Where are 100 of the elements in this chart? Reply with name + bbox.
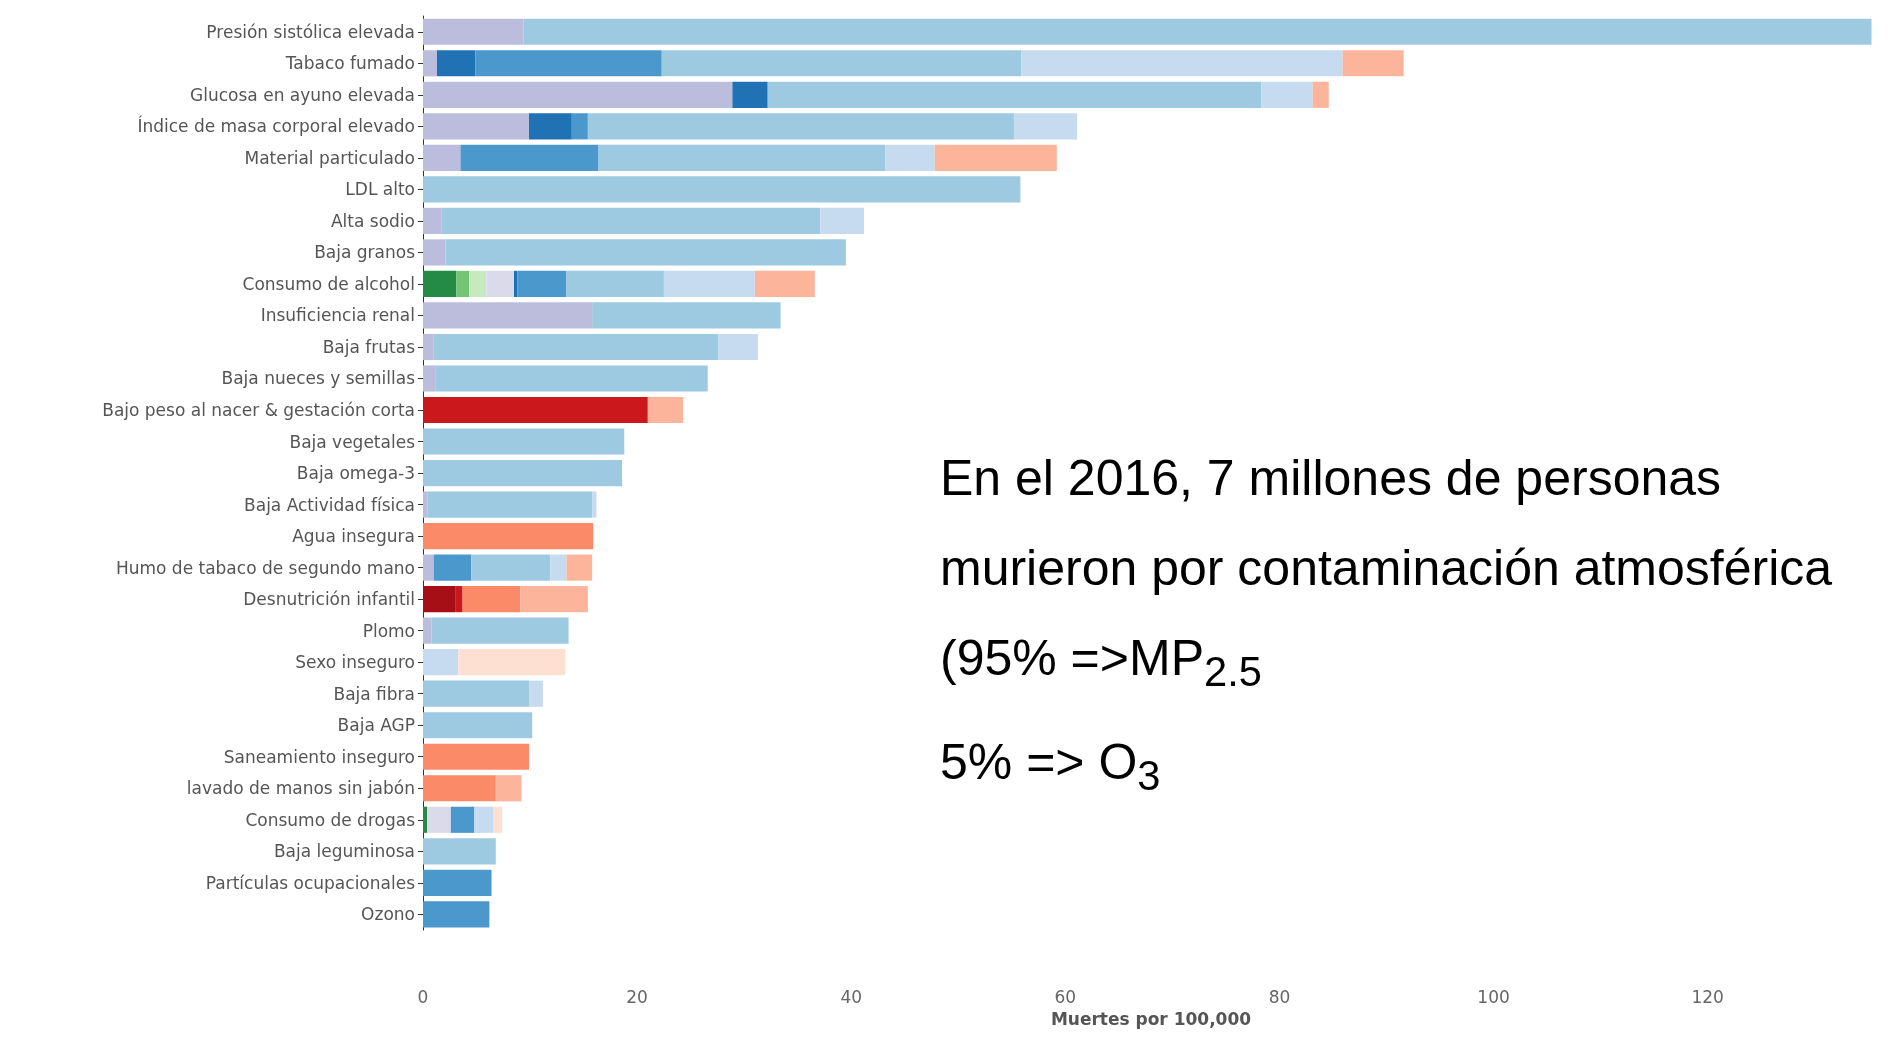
bar (423, 743, 529, 770)
bar (486, 270, 514, 298)
bar (423, 396, 648, 424)
bar (1261, 81, 1313, 108)
bar (431, 617, 569, 644)
annotation: 5% => O$_{3}$ (940, 733, 1162, 801)
bar (1021, 50, 1343, 77)
y-tick-label: Ozono (361, 904, 415, 925)
bar (423, 50, 437, 77)
bar (885, 144, 935, 171)
bar (455, 586, 463, 613)
bar (754, 270, 815, 298)
bar (517, 270, 567, 298)
bar (934, 144, 1057, 171)
x-tick-label: 120 (1691, 986, 1724, 1007)
bar (423, 901, 490, 928)
bar (423, 365, 436, 392)
bar (427, 806, 451, 833)
y-tick-label: lavado de manos sin jabón (186, 778, 415, 799)
y-tick-label: Tabaco fumado (284, 53, 415, 74)
bar (592, 302, 781, 329)
bar (528, 113, 572, 140)
bar (441, 207, 821, 234)
bar (423, 775, 496, 802)
bar (423, 18, 524, 45)
bar (445, 239, 846, 266)
bar (423, 302, 593, 329)
annotation: En el 2016, 7 millones de personas (940, 449, 1723, 508)
bar (423, 838, 496, 865)
y-tick-label: LDL alto (345, 179, 415, 200)
x-axis-title: Muertes por 100,000 (1050, 1008, 1252, 1029)
bar (423, 617, 432, 644)
y-tick-label: Consumo de drogas (245, 809, 416, 830)
annotation: murieron por contaminación atmosférica (940, 539, 1833, 598)
y-tick-label: Sexo inseguro (295, 652, 415, 673)
bar (566, 554, 593, 581)
bar (647, 396, 684, 424)
x-tick-label: 20 (626, 986, 648, 1007)
bar (458, 649, 566, 676)
annotation: (95% =>MP$_{2.5}$ (940, 629, 1263, 697)
y-tick-label: Alta sodio (330, 210, 415, 231)
y-tick-label: Baja frutas (322, 336, 416, 357)
bar (718, 333, 759, 361)
y-tick-label: Baja fibra (333, 683, 415, 704)
y-tick-label: Desnutrición infantil (243, 589, 415, 610)
bar (598, 144, 886, 171)
bar (423, 491, 428, 518)
y-tick-label: Material particulado (244, 147, 415, 168)
bar (495, 775, 522, 802)
bar (456, 270, 470, 298)
y-tick-label: Baja omega-3 (296, 463, 415, 484)
bar (423, 113, 529, 140)
bar (1342, 50, 1404, 77)
y-tick-label: Insuficiencia renal (260, 305, 415, 326)
bar (423, 554, 434, 581)
y-tick-label: Baja granos (314, 242, 416, 263)
y-tick-label: Presión sistólica elevada (206, 21, 415, 42)
bar (423, 270, 457, 298)
bar (571, 113, 588, 140)
y-tick-label: Bajo peso al nacer & gestación corta (102, 400, 415, 421)
x-tick-label: 80 (1268, 986, 1291, 1007)
bar (423, 459, 623, 487)
bar (663, 270, 755, 298)
bar (820, 207, 865, 234)
bar (423, 680, 529, 707)
bar (450, 806, 475, 833)
bar (427, 491, 593, 518)
bar (460, 144, 599, 171)
bar (1312, 81, 1329, 108)
bar (587, 113, 1014, 140)
bar (528, 680, 543, 707)
y-tick-label: Glucosa en ayuno elevada (190, 84, 415, 105)
bar (550, 554, 567, 581)
y-tick-label: Baja leguminosa (273, 841, 415, 862)
bar (462, 586, 521, 613)
bar (514, 270, 518, 298)
bar (475, 50, 662, 77)
x-tick-label: 100 (1477, 986, 1510, 1007)
bar (1013, 113, 1078, 140)
bar (436, 50, 476, 77)
y-tick-label: Agua insegura (292, 526, 415, 547)
bar (433, 554, 472, 581)
bar (471, 554, 551, 581)
bar (423, 176, 1021, 203)
bar (566, 270, 664, 298)
bar (423, 869, 492, 896)
bar (592, 491, 597, 518)
bar (520, 586, 588, 613)
y-tick-label: Partículas ocupacionales (205, 872, 416, 893)
y-tick-label: Humo de tabaco de segundo mano (115, 557, 415, 578)
bar (732, 81, 768, 108)
bar (423, 649, 459, 676)
bar (767, 81, 1262, 108)
bar (469, 270, 487, 298)
bar (423, 523, 594, 550)
bar (423, 207, 442, 234)
y-tick-label: Saneamiento inseguro (223, 746, 415, 767)
y-tick-label: Baja Actividad física (244, 494, 415, 515)
y-tick-label: Baja nueces y semillas (221, 368, 416, 389)
bar (423, 712, 533, 739)
